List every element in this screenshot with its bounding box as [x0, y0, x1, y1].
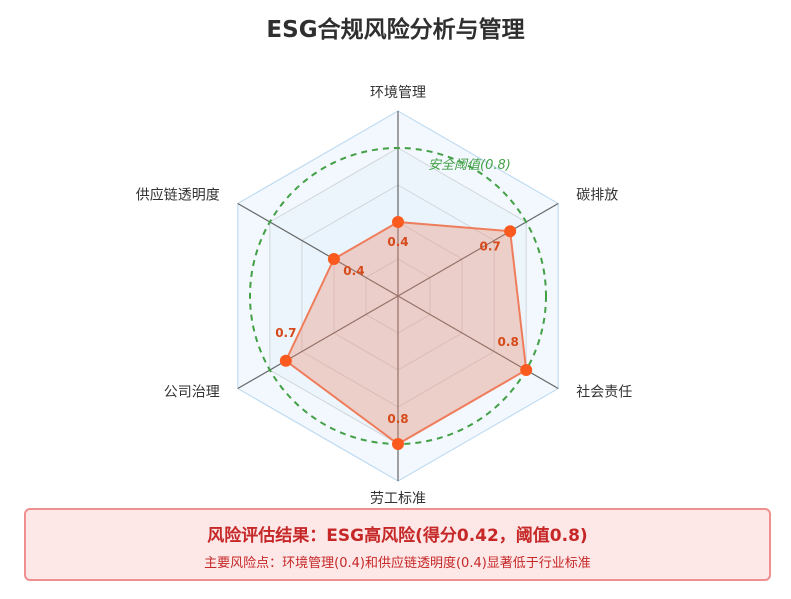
radar-chart: 安全阈值(0.8) 0.4 0.7 0.8 0.8 0.7 0.4 环境管理碳排放社会责任劳工… [136, 85, 632, 507]
category-label: 环境管理 [370, 85, 426, 101]
risk-result-detail: 主要风险点：环境管理(0.4)和供应链透明度(0.4)显著低于行业标准 [204, 556, 591, 571]
threshold-label: 安全阈值(0.8) [428, 157, 511, 173]
category-label: 社会责任 [576, 385, 632, 401]
data-point [392, 438, 404, 450]
data-point [392, 216, 404, 228]
category-label: 供应链透明度 [136, 187, 220, 204]
value-label: 0.4 [343, 264, 364, 278]
axis-line [397, 295, 559, 390]
value-label: 0.7 [275, 326, 296, 340]
value-label: 0.4 [387, 235, 408, 249]
data-point [520, 364, 533, 376]
category-label: 公司治理 [164, 385, 220, 401]
risk-result-box: 风险评估结果：ESG高风险(得分0.42，阈值0.8) 主要风险点：环境管理(0… [24, 508, 771, 581]
value-label: 0.8 [387, 412, 408, 426]
data-point [504, 225, 517, 238]
category-label: 碳排放 [576, 188, 618, 204]
value-label: 0.7 [480, 239, 501, 253]
axis-line [237, 295, 399, 390]
chart-title: ESG合规风险分析与管理 [266, 17, 525, 43]
data-point [327, 253, 340, 265]
axis-line [397, 202, 559, 297]
value-label: 0.8 [498, 335, 519, 349]
category-label: 劳工标准 [370, 491, 426, 507]
axis-line [237, 202, 399, 297]
data-point [279, 354, 292, 367]
risk-result-title: 风险评估结果：ESG高风险(得分0.42，阈值0.8) [207, 526, 588, 546]
